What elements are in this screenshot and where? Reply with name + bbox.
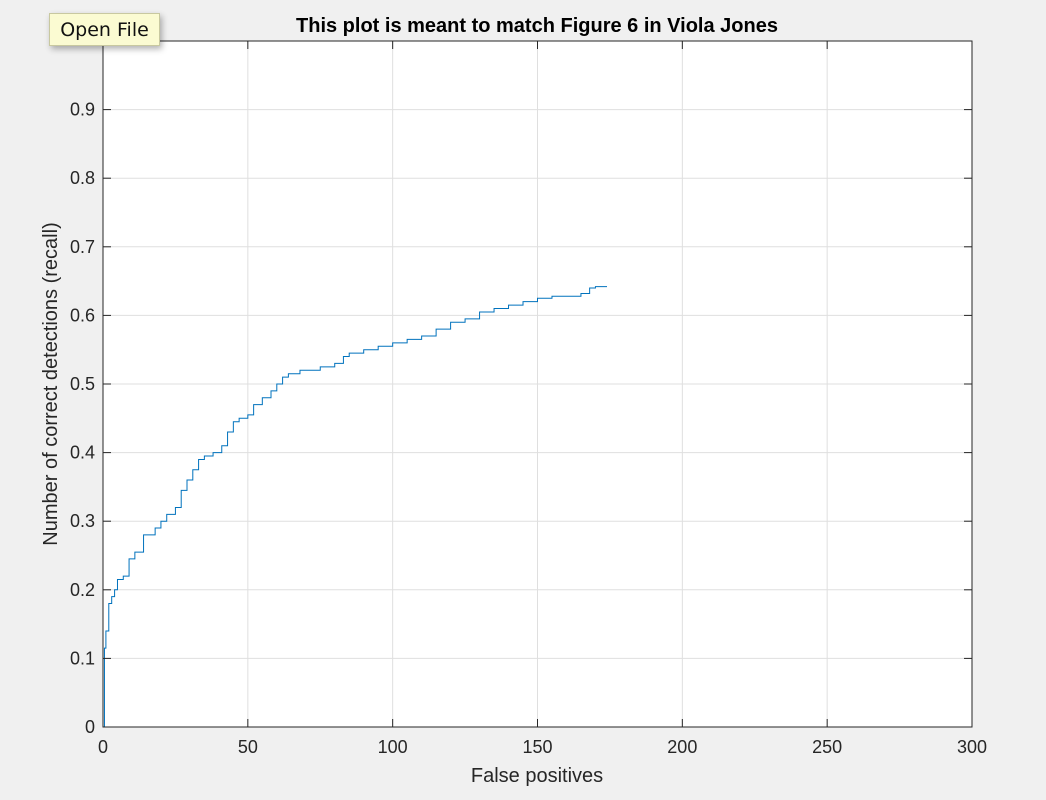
x-tick-label: 150 xyxy=(522,737,552,757)
x-tick-label: 250 xyxy=(812,737,842,757)
y-tick-label: 0 xyxy=(85,717,95,737)
y-tick-label: 0.4 xyxy=(70,443,95,463)
x-tick-label: 200 xyxy=(667,737,697,757)
y-tick-label: 0.1 xyxy=(70,648,95,668)
chart-title: This plot is meant to match Figure 6 in … xyxy=(296,15,778,37)
y-tick-label: 0.2 xyxy=(70,580,95,600)
x-tick-label: 0 xyxy=(98,737,108,757)
y-tick-label: 0.8 xyxy=(70,168,95,188)
y-tick-label: 0.6 xyxy=(70,305,95,325)
y-tick-label: 0.9 xyxy=(70,100,95,120)
y-tick-label: 0.7 xyxy=(70,237,95,257)
x-tick-label: 300 xyxy=(957,737,987,757)
y-axis-label: Number of correct detections (recall) xyxy=(40,222,62,545)
series-line xyxy=(103,286,608,728)
y-tick-labels: 0 0.1 0.2 0.3 0.4 0.5 0.6 0.7 0.8 0.9 xyxy=(70,100,95,737)
x-axis-label: False positives xyxy=(471,765,603,787)
y-tick-label: 0.5 xyxy=(70,374,95,394)
x-tick-labels: 0 50 100 150 200 250 300 xyxy=(98,737,987,757)
x-tick-label: 50 xyxy=(238,737,258,757)
tick-marks xyxy=(102,41,973,728)
x-tick-label: 100 xyxy=(378,737,408,757)
open-file-tooltip: Open File xyxy=(49,13,160,46)
y-tick-label: 0.3 xyxy=(70,511,95,531)
series-group xyxy=(103,286,608,728)
